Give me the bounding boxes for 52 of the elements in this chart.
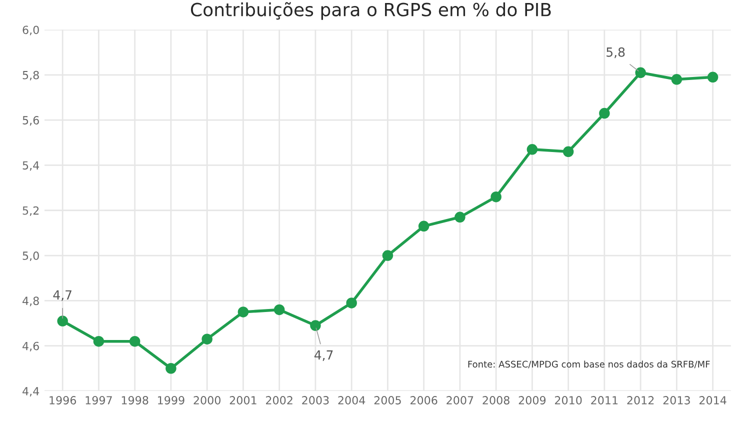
x-tick-label: 1997: [86, 396, 112, 404]
x-tick-label: 2004: [338, 396, 366, 404]
y-tick-label: 5,0: [22, 252, 39, 262]
point: [382, 250, 394, 261]
x-tick-label: 2003: [302, 396, 329, 404]
x-tick-label: 2010: [554, 396, 582, 404]
chart-title: Contribuições para o RGPS em % do PIB: [190, 2, 551, 20]
point: [238, 306, 249, 318]
point: [346, 298, 357, 308]
y-tick-label: 5,8: [22, 70, 39, 80]
point: [707, 72, 718, 83]
point: [526, 144, 538, 155]
y-tick-label: 5,6: [22, 116, 39, 126]
point: [635, 67, 646, 78]
x-tick-label: 2008: [482, 396, 510, 404]
x-tick-label: 2012: [627, 396, 654, 404]
annotation: Fonte: ASSEC/MPDG com base nos dados da SRFB/MF: [468, 360, 710, 368]
y-tick-label: 4,4: [22, 387, 40, 397]
point: [93, 336, 104, 347]
point: [562, 146, 574, 158]
x-tick-label: 2011: [591, 396, 618, 404]
y-tick-label: 4,6: [22, 342, 39, 352]
point: [599, 108, 610, 119]
y-tick-label: 6,0: [22, 26, 39, 36]
point: [418, 220, 430, 232]
x-tick-label: 2006: [410, 396, 438, 404]
point: [490, 191, 502, 202]
x-tick-label: 2007: [446, 396, 474, 404]
point: [274, 304, 285, 316]
x-tick-label: 2009: [518, 396, 546, 404]
x-tick-label: 1998: [122, 396, 148, 404]
point: [166, 363, 176, 374]
y-tick-label: 4,8: [22, 296, 39, 306]
annotation: 4,7: [53, 290, 72, 301]
point: [454, 212, 466, 223]
point: [671, 74, 682, 85]
x-tick-label: 2005: [374, 396, 401, 404]
x-tick-label: 2002: [266, 396, 292, 404]
x-tick-label: 2014: [699, 396, 726, 404]
y-tick-label: 5,4: [22, 161, 40, 171]
annotation: 4,7: [314, 350, 333, 361]
point: [129, 336, 140, 347]
x-tick-label: 2013: [663, 396, 690, 404]
x-tick-label: 2000: [194, 396, 220, 404]
point: [202, 334, 212, 344]
point: [57, 316, 68, 326]
y-tick-label: 5,2: [22, 206, 39, 216]
annotation: 5,8: [606, 47, 625, 58]
x-tick-label: 1999: [158, 396, 184, 404]
point: [310, 320, 321, 331]
x-tick-label: 1996: [50, 396, 76, 404]
x-tick-label: 2001: [230, 396, 256, 404]
